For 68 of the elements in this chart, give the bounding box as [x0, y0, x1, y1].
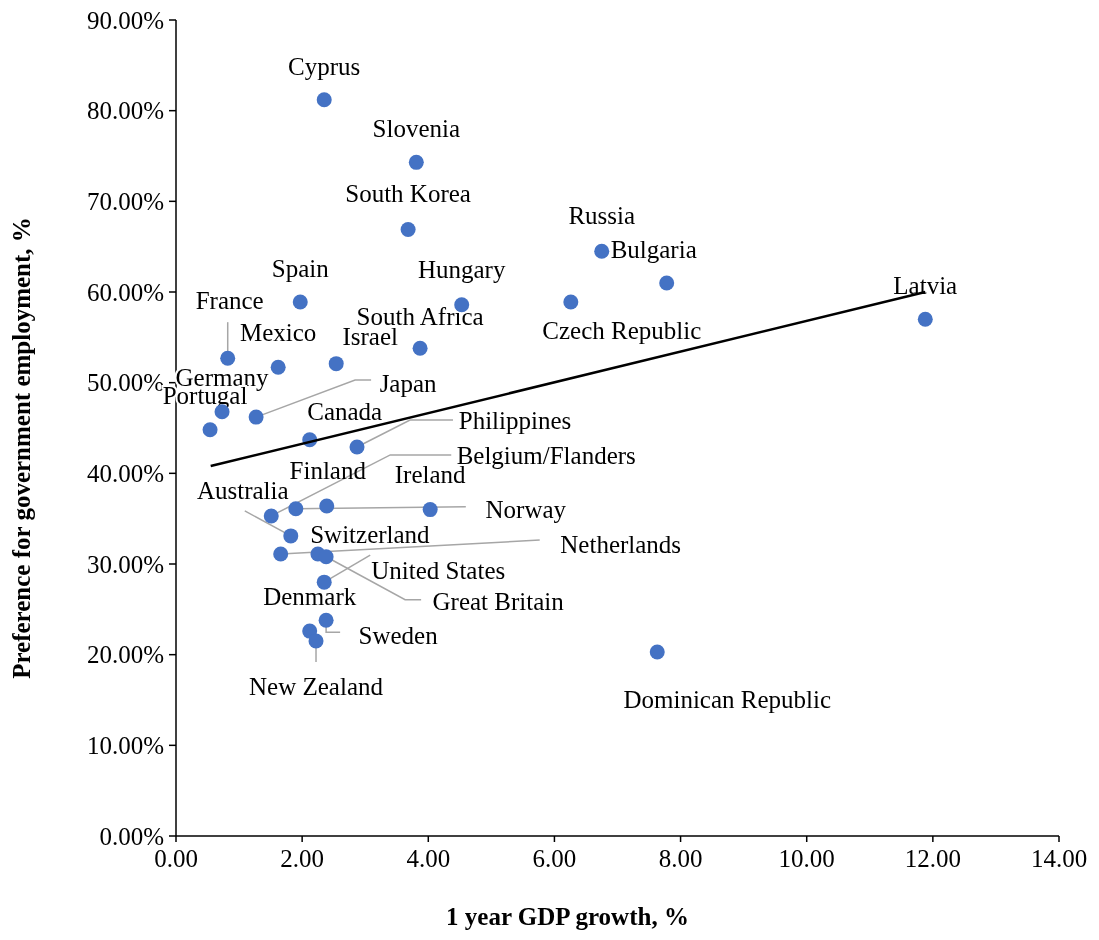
annotation: Sweden — [358, 621, 439, 649]
x-tick-label: 14.00 — [1030, 845, 1088, 872]
annotation: Dominican Republic — [623, 685, 832, 713]
y-axis-title: Preference for government employment, % — [8, 217, 35, 679]
x-axis-title: 1 year GDP growth, % — [446, 903, 689, 930]
x-tick-label: 12.00 — [904, 845, 961, 872]
annotation: Australia — [196, 476, 289, 504]
point — [349, 439, 365, 455]
y-tick-label: 80.00% — [86, 97, 164, 125]
point — [318, 612, 334, 628]
point — [422, 502, 438, 518]
annotation: France — [195, 286, 264, 314]
point — [248, 409, 264, 425]
x-tick-label: 10.00 — [778, 845, 835, 872]
y-tick-label: 50.00% — [86, 369, 164, 397]
annotation: United States — [371, 556, 506, 584]
point — [263, 508, 279, 524]
annotation: Mexico — [239, 319, 317, 346]
point — [292, 294, 308, 310]
annotation: Czech Republic — [542, 316, 702, 344]
annotation: Norway — [485, 496, 567, 524]
y-tick-label: 90.00% — [86, 6, 164, 34]
point — [328, 356, 344, 372]
point — [308, 633, 324, 649]
point — [273, 546, 289, 562]
point — [318, 549, 334, 565]
annotation: Canada — [307, 397, 383, 425]
y-tick-label: 70.00% — [86, 188, 164, 216]
y-tick-label: 60.00% — [86, 278, 164, 306]
annotation: Slovenia — [372, 115, 461, 143]
point — [288, 501, 304, 517]
annotation: Hungary — [417, 256, 506, 284]
point — [412, 340, 428, 356]
annotation: Cyprus — [288, 52, 361, 80]
point — [917, 311, 933, 327]
annotation: Switzerland — [310, 520, 431, 548]
point — [649, 644, 665, 660]
point — [202, 422, 218, 438]
annotation: Finland — [289, 456, 367, 484]
point — [270, 359, 286, 375]
y-tick-label: 10.00% — [86, 732, 164, 760]
point — [408, 154, 424, 170]
annotation: New Zealand — [249, 672, 384, 700]
x-tick-label: 4.00 — [406, 845, 451, 872]
annotation: South Korea — [345, 180, 471, 208]
point — [220, 350, 236, 366]
point — [659, 275, 675, 291]
point — [594, 243, 610, 259]
y-tick-label: 30.00% — [86, 550, 164, 578]
point — [400, 221, 416, 237]
y-tick-label: 20.00% — [86, 641, 164, 669]
annotation: Bulgaria — [610, 235, 697, 263]
annotation: Russia — [568, 201, 636, 229]
x-tick-label: 6.00 — [532, 845, 577, 872]
annotation: Denmark — [263, 582, 357, 610]
point — [316, 92, 332, 108]
annotation: Spain — [271, 254, 330, 282]
annotation: Philippines — [458, 406, 572, 434]
y-tick-label: 40.00% — [86, 460, 164, 488]
point — [283, 528, 299, 544]
x-tick-label: 2.00 — [280, 845, 325, 872]
point — [563, 294, 579, 310]
point — [319, 498, 335, 514]
annotation: Great Britain — [432, 588, 565, 616]
x-tick-label: 8.00 — [658, 845, 703, 872]
annotation: Latvia — [893, 271, 958, 299]
annotation: Netherlands — [560, 530, 682, 558]
annotation: Japan — [379, 369, 438, 397]
